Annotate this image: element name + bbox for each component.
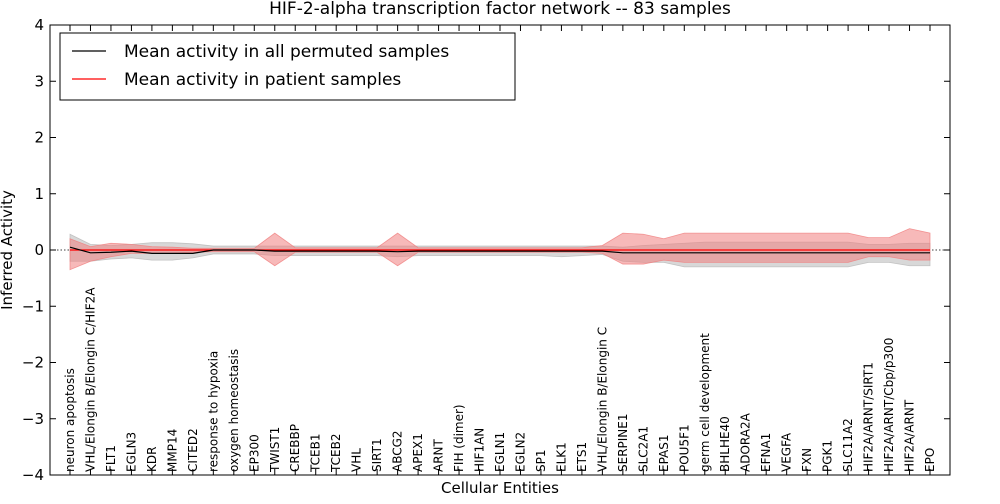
x-tick-label: ELK1 [554,442,568,472]
x-tick-label: EGLN3 [124,432,138,472]
x-tick-label: POU5F1 [677,424,691,472]
y-tick-label: 2 [34,129,44,147]
x-tick-label: APEX1 [411,433,425,472]
y-tick-label: −2 [22,354,44,372]
legend: Mean activity in all permuted samples Me… [59,32,516,101]
x-tick-label: HIF2A/ARNT/SIRT1 [862,362,876,472]
y-tick-label: −1 [22,297,44,315]
x-tick-label: TCEB1 [309,434,323,473]
x-tick-label: EGLN2 [513,432,527,472]
x-tick-label: ADORA2A [739,412,753,472]
x-tick-label: response to hypoxia [206,351,220,472]
chart-title: HIF-2-alpha transcription factor network… [269,0,731,19]
x-tick-label: HIF2A/ARNT [903,399,917,472]
legend-box [59,32,516,101]
x-tick-label: MMP14 [165,429,179,472]
x-tick-label: EP300 [247,434,261,472]
legend-label-patient: Mean activity in patient samples [124,70,401,90]
x-tick-label: SLC2A1 [636,426,650,472]
legend-label-permuted: Mean activity in all permuted samples [124,42,449,62]
x-tick-label: FIH (dimer) [452,404,466,472]
x-tick-label: SP1 [534,450,548,473]
y-tick-label: 3 [34,72,44,90]
x-tick-label: VHL/Elongin B/Elongin C/HIF2A [83,287,97,472]
x-tick-label: EGLN1 [493,432,507,472]
y-tick-label: −3 [22,410,44,428]
x-tick-label: germ cell development [698,333,712,472]
x-tick-label: ARNT [432,438,446,472]
y-axis: −4 −3 −2 −1 0 1 2 3 4 [22,16,950,484]
x-tick-label: oxygen homeostasis [227,349,241,472]
y-tick-label: 0 [34,241,44,259]
x-tick-label: SIRT1 [370,438,384,472]
x-tick-label: BHLHE40 [718,416,732,472]
y-tick-label: 1 [34,185,44,203]
x-tick-label: SLC11A2 [841,418,855,472]
y-tick-label: −4 [22,466,44,484]
x-tick-label: HIF1AN [473,428,487,472]
x-tick-label: VEGFA [780,432,794,472]
x-tick-label: PGK1 [821,440,835,472]
x-tick-label: EFNA1 [759,433,773,472]
x-tick-label: HIF2A/ARNT/Cbp/p300 [882,338,896,472]
x-axis-label: Cellular Entities [441,479,559,497]
series-lines [50,246,950,254]
y-tick-label: 4 [34,16,44,34]
x-tick-label: FLT1 [104,445,118,472]
x-tick-label: KDR [145,447,159,472]
x-tick-label: EPAS1 [657,434,671,472]
x-tick-label: CITED2 [186,428,200,472]
line-permuted [69,246,930,254]
x-tick-label: VHL/Elongin B/Elongin C [595,327,609,472]
x-axis: neuron apoptosis VHL/Elongin B/Elongin C/… [63,25,937,475]
x-tick-label: SERPINE1 [616,413,630,472]
x-tick-label: CREBBP [288,424,302,472]
x-tick-label: ETS1 [575,442,589,472]
x-tick-label: EPO [923,448,937,472]
x-tick-label: ABCG2 [391,430,405,472]
x-tick-label: neuron apoptosis [63,368,77,472]
band-patient [69,228,931,271]
x-tick-label: TWIST1 [268,427,282,473]
x-tick-label: TCEB2 [329,434,343,473]
y-axis-label: Inferred Activity [0,190,16,310]
x-tick-label: VHL [350,448,364,472]
x-tick-label: FXN [800,448,814,472]
